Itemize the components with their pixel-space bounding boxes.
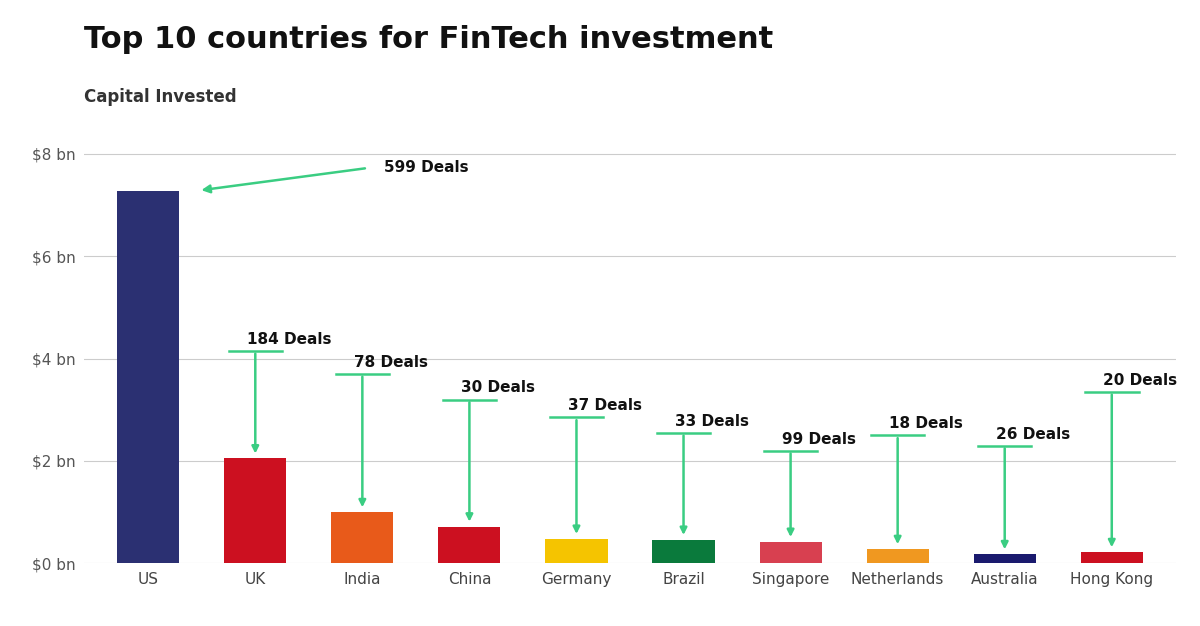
- Text: 184 Deals: 184 Deals: [247, 332, 331, 347]
- Text: Top 10 countries for FinTech investment: Top 10 countries for FinTech investment: [84, 25, 773, 54]
- Text: 33 Deals: 33 Deals: [674, 414, 749, 429]
- Bar: [1081, 552, 1142, 563]
- Text: 30 Deals: 30 Deals: [461, 381, 535, 396]
- Bar: [760, 542, 822, 563]
- Bar: [866, 549, 929, 563]
- Bar: [331, 512, 394, 563]
- Text: 37 Deals: 37 Deals: [568, 398, 642, 413]
- Text: 18 Deals: 18 Deals: [889, 416, 962, 431]
- Bar: [973, 554, 1036, 563]
- Text: 99 Deals: 99 Deals: [782, 431, 856, 446]
- Text: 20 Deals: 20 Deals: [1103, 372, 1177, 387]
- Bar: [224, 458, 287, 563]
- Text: 599 Deals: 599 Deals: [384, 160, 468, 175]
- Text: Capital Invested: Capital Invested: [84, 88, 236, 106]
- Text: 78 Deals: 78 Deals: [354, 355, 427, 370]
- Bar: [438, 526, 500, 563]
- Bar: [546, 539, 607, 563]
- Bar: [118, 190, 179, 563]
- Bar: [653, 540, 714, 563]
- Text: 26 Deals: 26 Deals: [996, 426, 1070, 441]
